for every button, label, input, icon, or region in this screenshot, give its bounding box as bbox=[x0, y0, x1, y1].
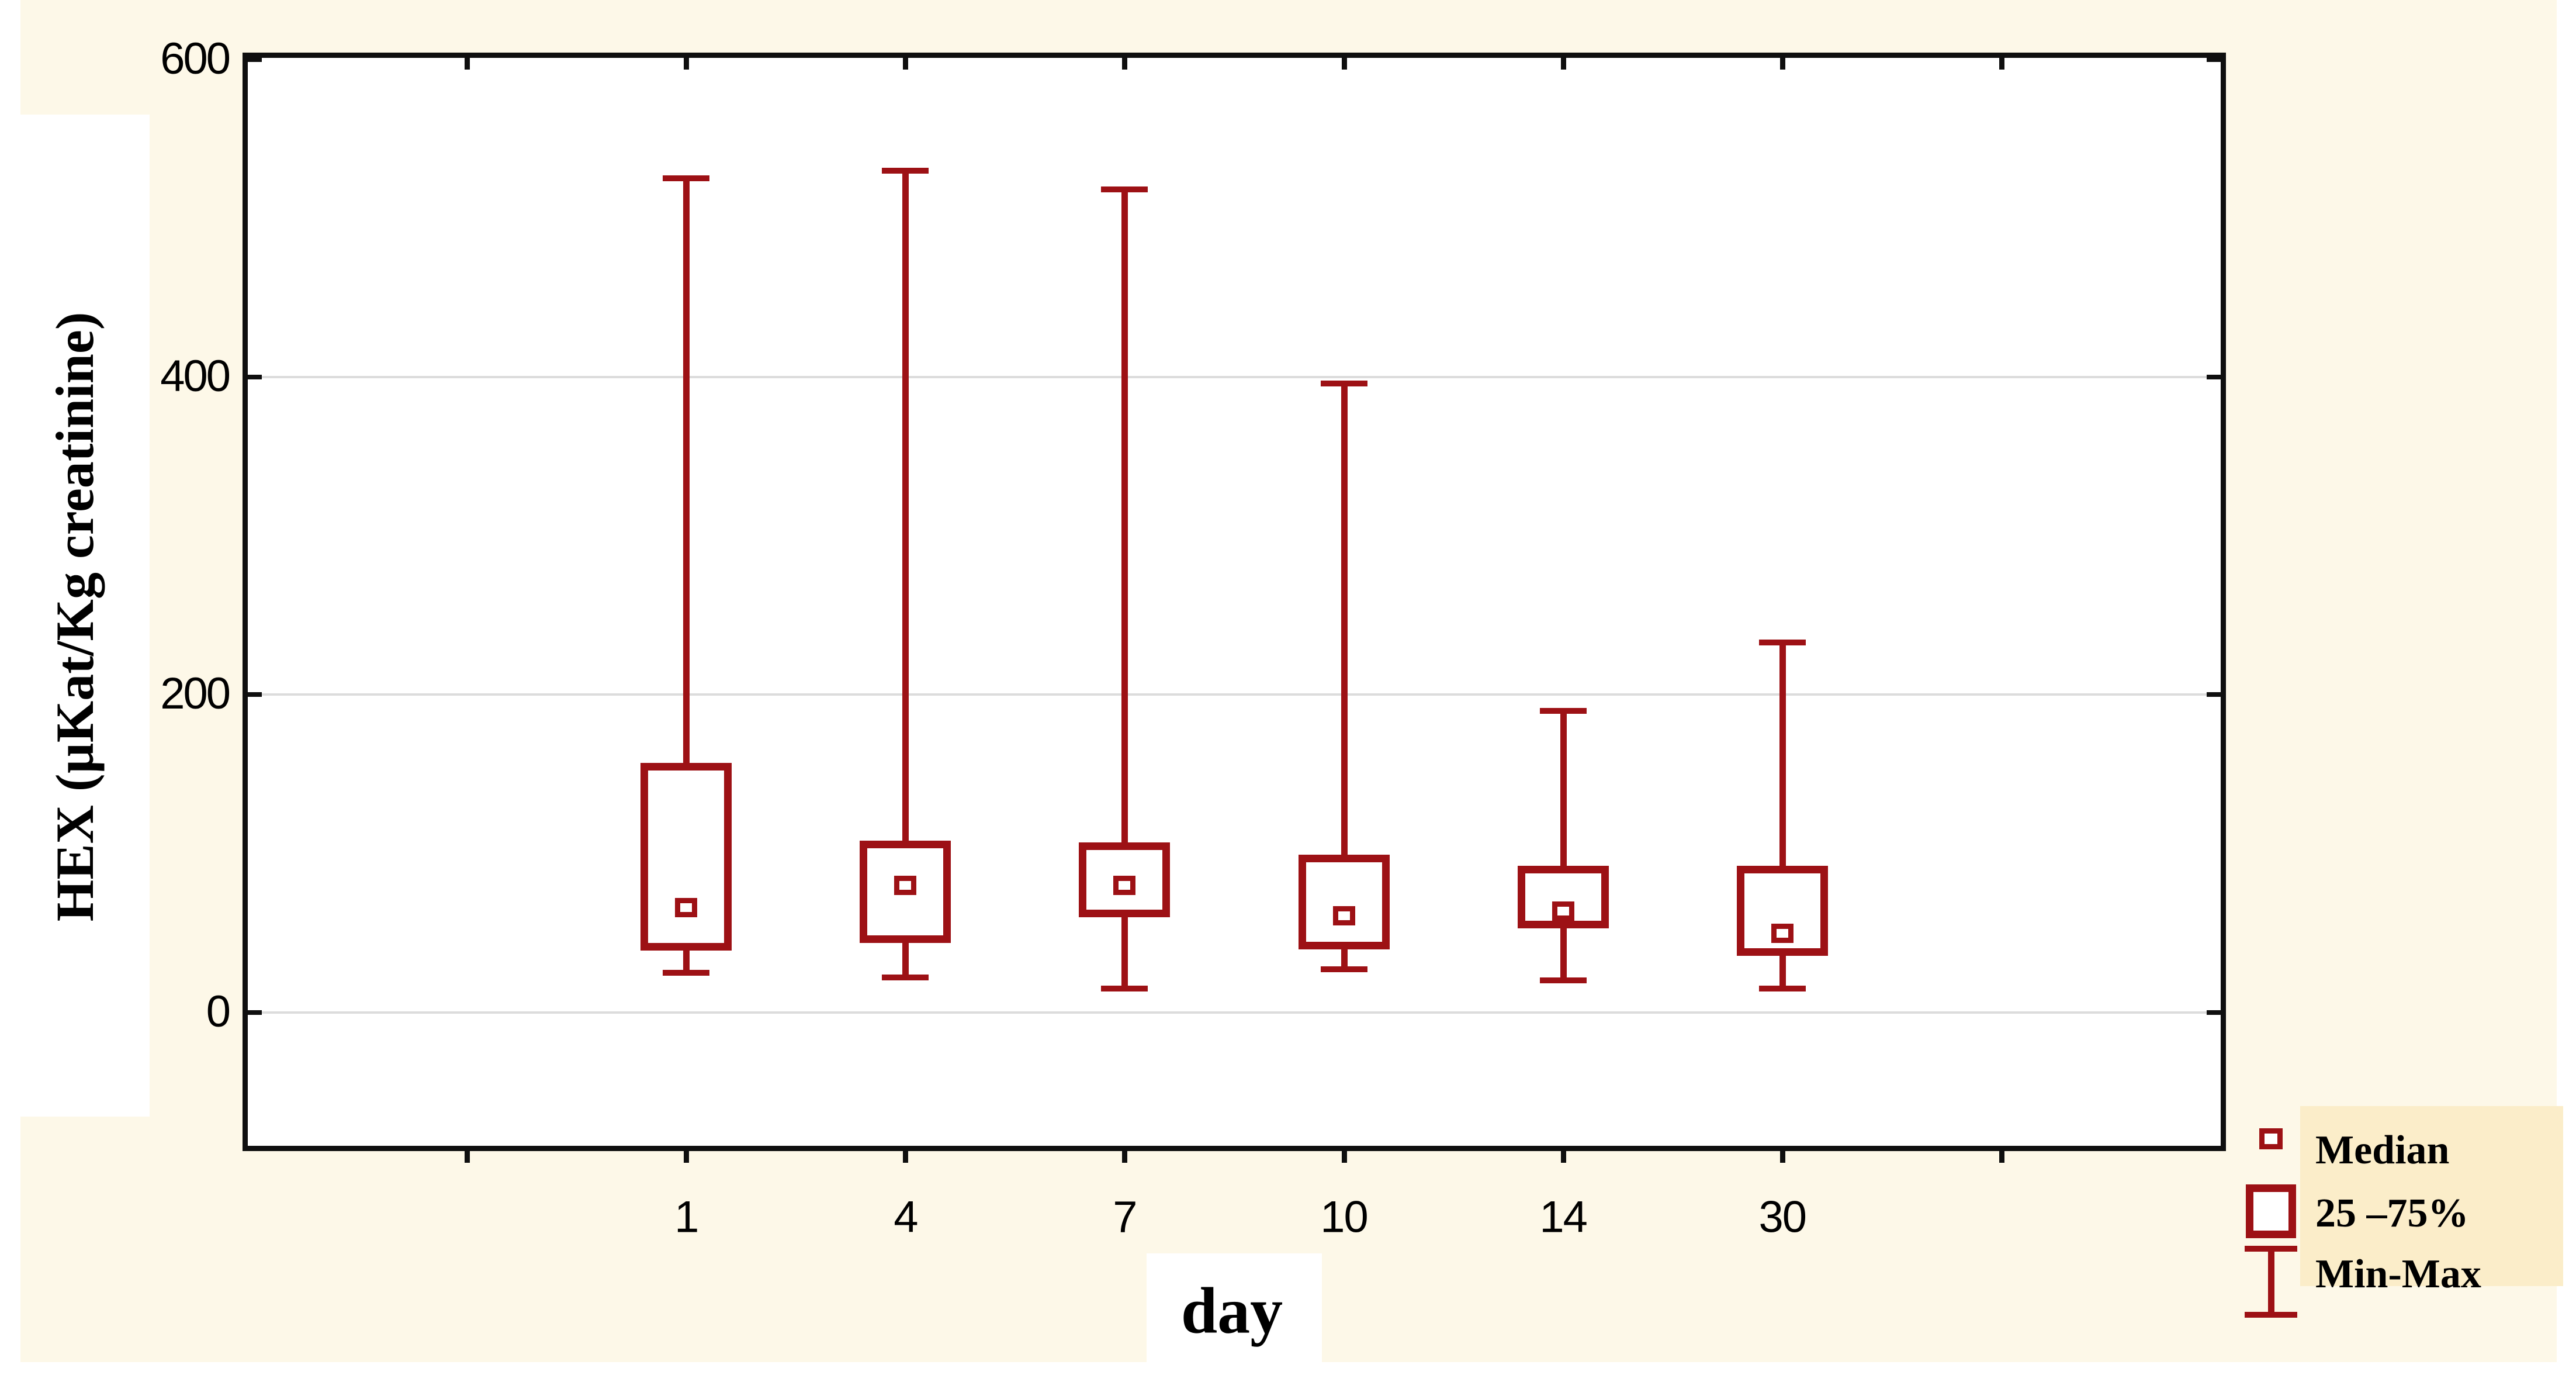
median-marker bbox=[1113, 876, 1136, 896]
upper-whisker bbox=[1560, 710, 1567, 870]
max-cap bbox=[1758, 639, 1806, 645]
min-cap bbox=[1539, 977, 1587, 984]
x-tick-top bbox=[465, 58, 470, 70]
upper-whisker bbox=[1121, 189, 1128, 846]
x-tick-bottom bbox=[1999, 1151, 2004, 1163]
x-tick-bottom bbox=[684, 1151, 690, 1163]
y-tick-label: 200 bbox=[160, 669, 231, 719]
lower-whisker bbox=[902, 939, 909, 977]
median-marker bbox=[675, 898, 698, 918]
x-title-backdrop bbox=[1147, 1253, 1322, 1382]
x-tick-top bbox=[684, 58, 690, 70]
x-tick-label: 1 bbox=[674, 1192, 699, 1242]
gridline-200 bbox=[248, 693, 2221, 696]
max-cap bbox=[1101, 186, 1148, 193]
x-tick-top bbox=[1779, 58, 1785, 70]
legend-label-iqr: 25 –75% bbox=[2315, 1191, 2469, 1236]
x-tick-label: 14 bbox=[1539, 1192, 1588, 1242]
legend-whisker-bottom-cap-icon bbox=[2245, 1312, 2297, 1318]
lower-whisker bbox=[1341, 945, 1348, 970]
x-tick-bottom bbox=[903, 1151, 909, 1163]
y-tick-left bbox=[248, 692, 262, 697]
lower-whisker bbox=[1560, 925, 1567, 981]
upper-whisker bbox=[1341, 383, 1348, 859]
y-tick-label: 400 bbox=[160, 351, 231, 401]
x-tick-bottom bbox=[1560, 1151, 1566, 1163]
y-tick-right bbox=[2207, 692, 2221, 697]
y-tick-left bbox=[248, 1010, 262, 1015]
max-cap bbox=[1320, 380, 1367, 386]
legend-label-minmax: Min-Max bbox=[2315, 1252, 2481, 1297]
legend-median-icon bbox=[2259, 1128, 2283, 1149]
legend-text-backdrop bbox=[2300, 1106, 2563, 1286]
x-tick-bottom bbox=[1779, 1151, 1785, 1163]
median-marker bbox=[1552, 901, 1574, 921]
upper-whisker bbox=[683, 178, 690, 766]
plot-frame bbox=[243, 53, 2226, 1151]
x-tick-top bbox=[903, 58, 909, 70]
gridline-400 bbox=[248, 376, 2221, 379]
min-cap bbox=[882, 975, 929, 981]
x-tick-bottom bbox=[1122, 1151, 1128, 1163]
median-marker bbox=[1332, 906, 1355, 926]
y-tick-label: 0 bbox=[206, 986, 231, 1036]
plot-area bbox=[248, 57, 2221, 1146]
max-cap bbox=[882, 167, 929, 174]
min-cap bbox=[1320, 966, 1367, 973]
lower-whisker bbox=[683, 947, 690, 973]
iqr-box bbox=[1298, 855, 1390, 949]
lower-whisker bbox=[1779, 952, 1786, 989]
y-title-backdrop bbox=[0, 115, 150, 1117]
min-cap bbox=[663, 969, 710, 976]
lower-whisker bbox=[1121, 914, 1128, 989]
x-axis-title: day bbox=[1180, 1274, 1283, 1348]
legend-whisker-icon bbox=[2268, 1249, 2274, 1314]
median-marker bbox=[1771, 923, 1793, 943]
x-tick-top bbox=[1122, 58, 1128, 70]
x-tick-top bbox=[1341, 58, 1347, 70]
max-cap bbox=[1539, 707, 1587, 714]
x-tick-label: 7 bbox=[1113, 1192, 1137, 1242]
y-axis-title: HEX (µKat/Kg creatinine) bbox=[45, 312, 105, 922]
upper-whisker bbox=[1779, 642, 1786, 870]
x-tick-top bbox=[1560, 58, 1566, 70]
x-tick-label: 4 bbox=[894, 1192, 918, 1242]
iqr-box bbox=[640, 762, 732, 951]
legend-label-median: Median bbox=[2315, 1128, 2450, 1173]
median-marker bbox=[894, 876, 917, 896]
y-tick-right bbox=[2207, 375, 2221, 380]
iqr-box bbox=[860, 840, 951, 943]
x-tick-bottom bbox=[1341, 1151, 1347, 1163]
x-tick-label: 10 bbox=[1320, 1192, 1369, 1242]
max-cap bbox=[663, 175, 710, 182]
y-tick-left bbox=[248, 57, 262, 62]
min-cap bbox=[1758, 986, 1806, 992]
min-cap bbox=[1101, 986, 1148, 992]
x-tick-top bbox=[1999, 58, 2004, 70]
y-tick-right bbox=[2207, 57, 2221, 62]
upper-whisker bbox=[902, 170, 909, 844]
gridline-0 bbox=[248, 1011, 2221, 1014]
x-tick-label: 30 bbox=[1758, 1192, 1807, 1242]
y-tick-label: 600 bbox=[160, 33, 231, 84]
legend-iqr-box-icon bbox=[2246, 1184, 2296, 1238]
y-tick-left bbox=[248, 375, 262, 380]
y-tick-right bbox=[2207, 1010, 2221, 1015]
legend-whisker-top-cap-icon bbox=[2245, 1246, 2297, 1252]
x-tick-bottom bbox=[465, 1151, 470, 1163]
